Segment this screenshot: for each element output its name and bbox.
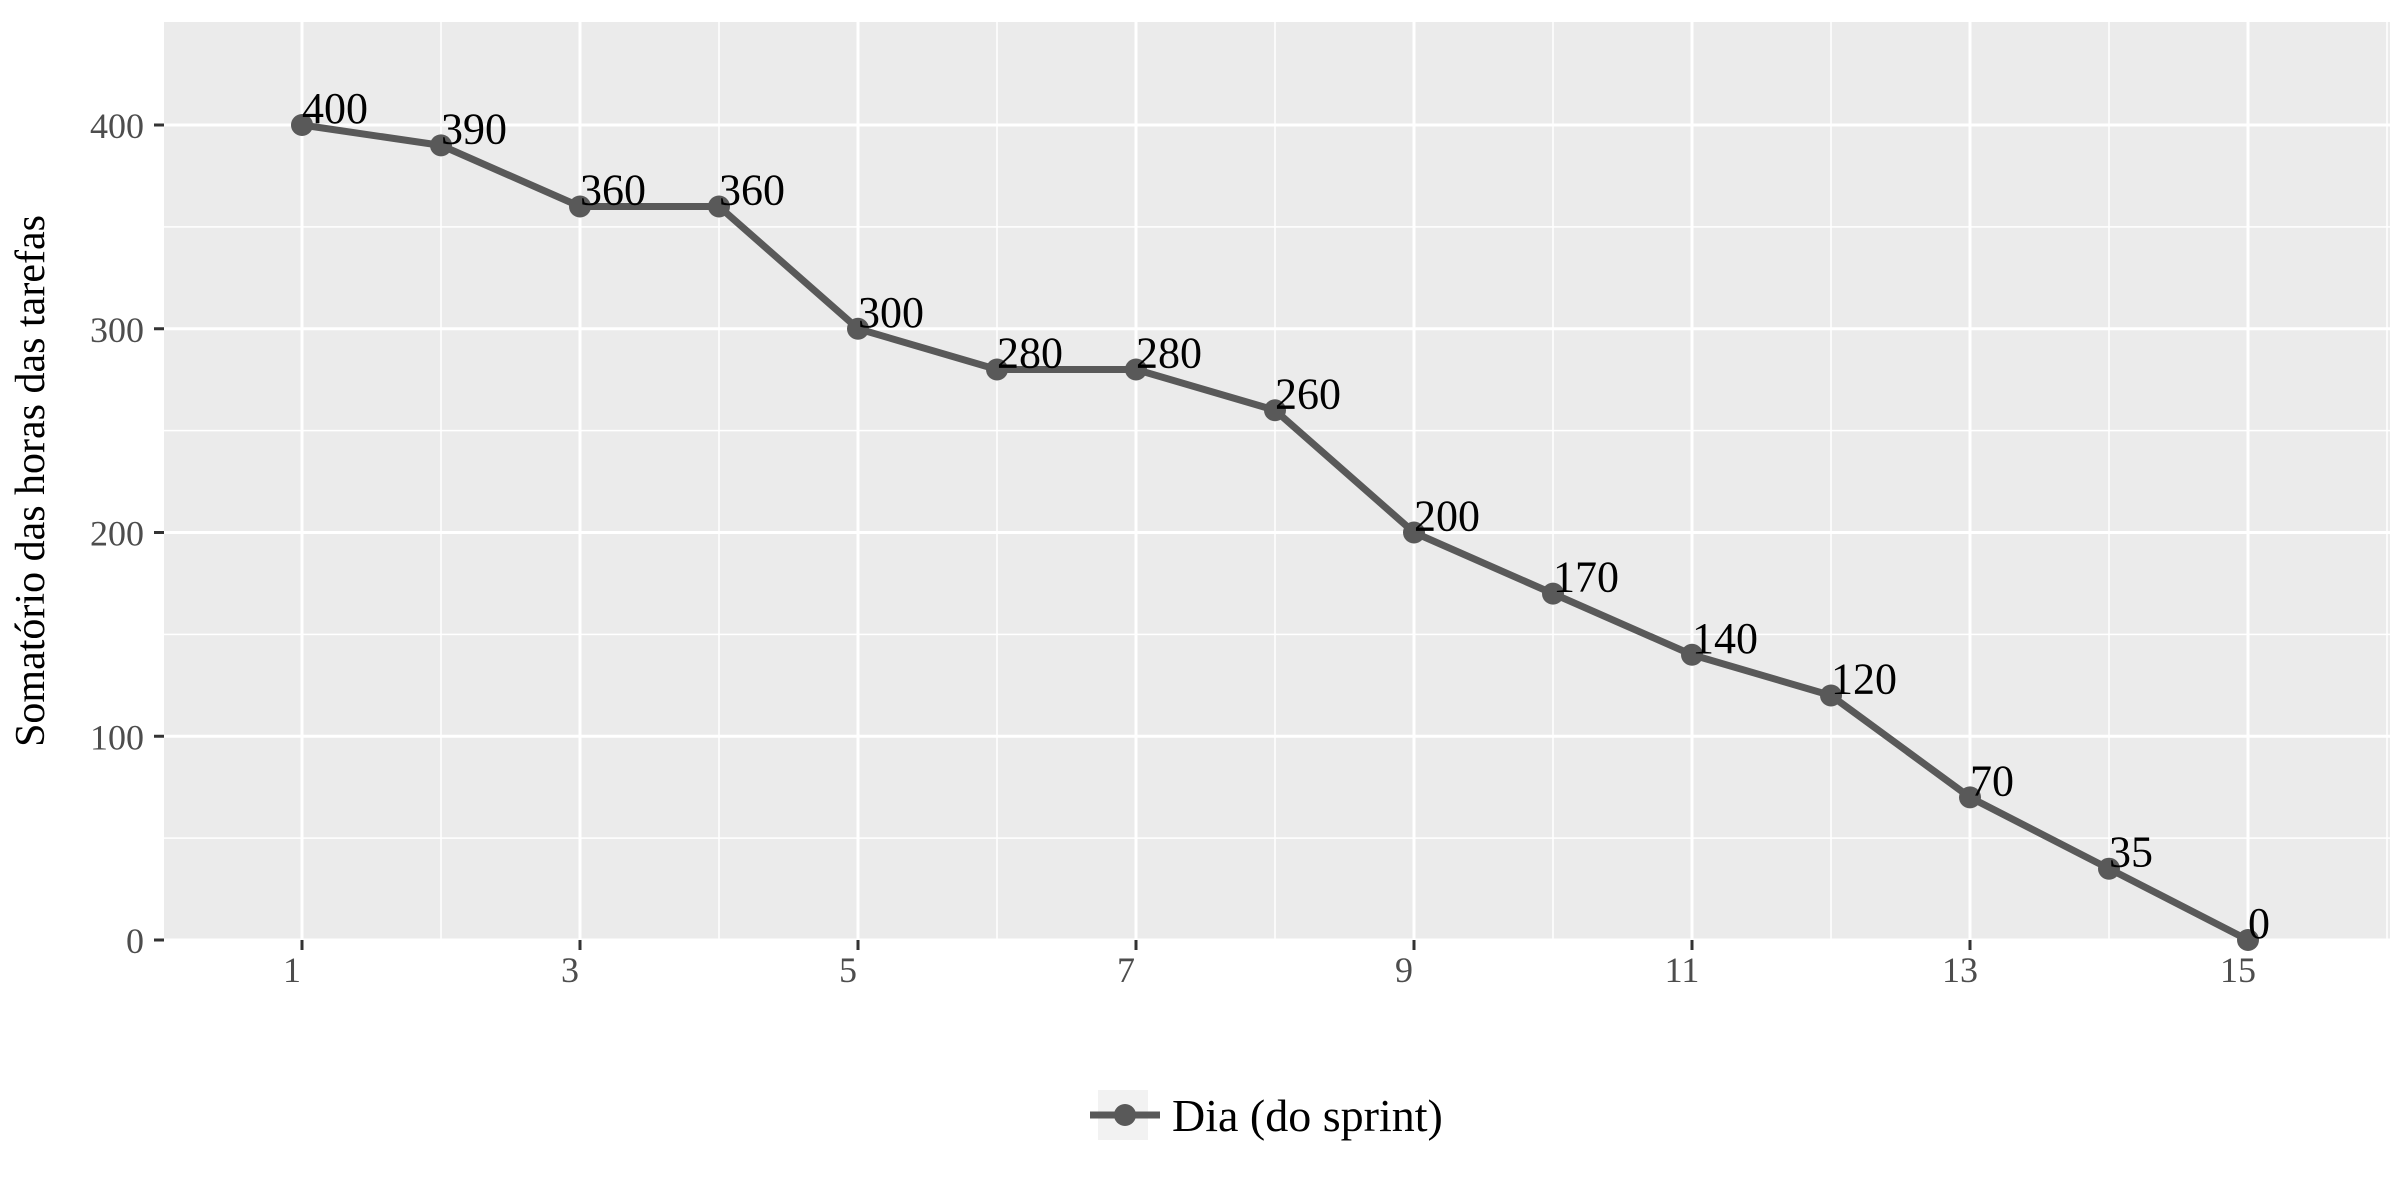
- series: [291, 114, 2259, 951]
- data-point: [1820, 684, 1842, 707]
- legend-label: Dia (do sprint): [1172, 1090, 1443, 1141]
- legend-key-point: [1114, 1104, 1136, 1126]
- x-tick-label: 13: [1942, 950, 1978, 990]
- data-point: [847, 317, 869, 340]
- y-tick-label: 200: [90, 514, 144, 554]
- x-tick-label: 5: [839, 950, 857, 990]
- y-tick-label: 300: [90, 310, 144, 350]
- data-point: [708, 195, 730, 218]
- data-point: [1959, 786, 1981, 809]
- data-point: [1681, 643, 1703, 666]
- data-label: 140: [1692, 614, 1758, 663]
- y-tick-label: 0: [126, 921, 144, 961]
- data-point: [1403, 521, 1425, 544]
- data-point: [2237, 929, 2259, 951]
- data-label: 70: [1970, 756, 2014, 805]
- y-axis-title: Somatório das horas das tarefas: [8, 215, 54, 747]
- data-label: 280: [1136, 329, 1202, 378]
- data-point: [430, 134, 452, 157]
- x-tick-label: 9: [1395, 950, 1413, 990]
- legend: Dia (do sprint): [1090, 1090, 1443, 1141]
- x-tick-label: 7: [1117, 950, 1135, 990]
- data-label: 200: [1414, 492, 1480, 541]
- data-label: 0: [2248, 899, 2270, 948]
- data-point: [986, 358, 1008, 381]
- x-tick-label: 3: [561, 950, 579, 990]
- data-point: [291, 114, 313, 136]
- y-tick-label: 100: [90, 717, 144, 757]
- x-tick-label: 11: [1665, 950, 1700, 990]
- x-tick-label: 15: [2220, 950, 2256, 990]
- grid-lines: [164, 22, 2390, 942]
- data-label: 300: [858, 288, 924, 337]
- data-point: [569, 195, 591, 218]
- x-tick-label: 1: [283, 950, 301, 990]
- data-label: 360: [580, 166, 646, 215]
- data-point: [1542, 582, 1564, 605]
- data-label: 280: [997, 329, 1063, 378]
- data-label: 390: [441, 104, 507, 153]
- data-label: 35: [2109, 828, 2153, 877]
- data-label: 260: [1275, 369, 1341, 418]
- data-label: 120: [1831, 655, 1897, 704]
- data-label: 400: [302, 84, 368, 133]
- data-label: 360: [719, 166, 785, 215]
- data-point: [1264, 399, 1286, 422]
- data-labels: 400 390 360 360 300 280 280 260 200 170 140 120 70 35…: [302, 84, 2270, 948]
- y-tick-label: 400: [90, 106, 144, 146]
- data-point: [1125, 358, 1147, 381]
- data-label: 170: [1553, 553, 1619, 602]
- plot-panel: [164, 22, 2390, 940]
- data-point: [2098, 857, 2120, 880]
